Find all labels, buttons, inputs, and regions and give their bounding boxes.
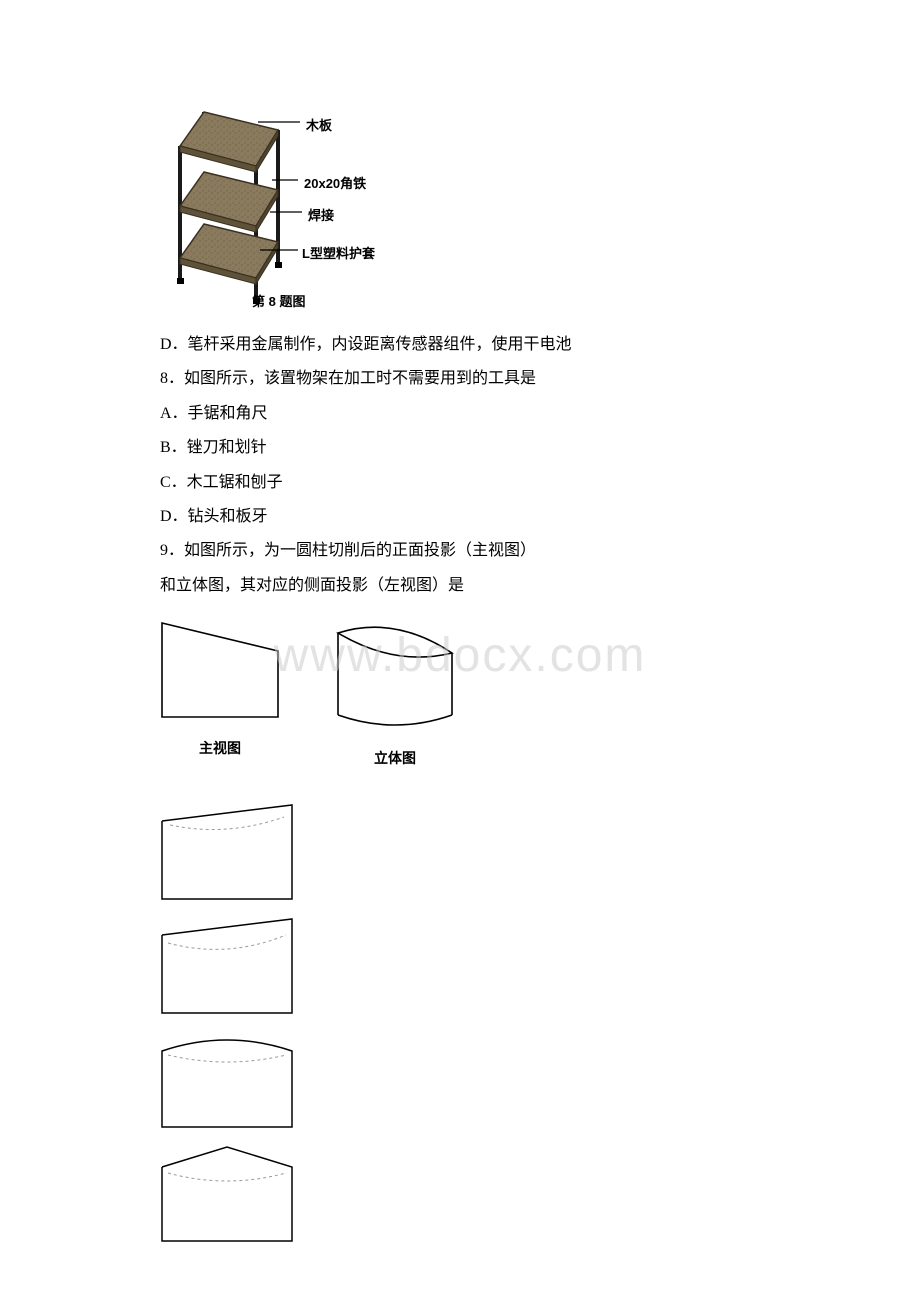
q9-stem-line1: 9．如图所示，为一圆柱切削后的正面投影（主视图） [160,536,760,566]
label-weld: 焊接 [308,204,334,229]
q9-stem-line2: 和立体图，其对应的侧面投影（左视图）是 [160,571,760,601]
q9-option-1 [160,801,294,901]
front-view-caption: 主视图 [160,735,280,762]
label-footcover: L型塑料护套 [302,242,375,267]
q8-figure: 木板 20x20角铁 焊接 L型塑料护套 第 8 题图 [160,100,760,310]
q8-option-b: B．锉刀和划针 [160,433,760,463]
q8-figure-caption: 第 8 题图 [252,290,305,315]
q9-given-views: 主视图 立体图 [160,619,760,771]
q8-option-c: C．木工锯和刨子 [160,468,760,498]
q9-option-2 [160,915,294,1015]
q9-option-4 [160,1143,294,1243]
label-angleiron: 20x20角铁 [304,172,366,197]
q8-option-d: D．钻头和板牙 [160,502,760,532]
q9-options [160,801,760,1243]
q7-option-d: D．笔杆采用金属制作，内设距离传感器组件，使用干电池 [160,330,760,360]
front-view-svg [160,619,280,719]
solid-view-svg [330,619,460,729]
q9-option-3 [160,1029,294,1129]
solid-view-block: 立体图 [330,619,460,771]
solid-view-caption: 立体图 [330,745,460,772]
q8-option-a: A．手锯和角尺 [160,399,760,429]
front-view-block: 主视图 [160,619,280,771]
q8-stem: 8．如图所示，该置物架在加工时不需要用到的工具是 [160,364,760,394]
label-wood: 木板 [306,114,332,139]
